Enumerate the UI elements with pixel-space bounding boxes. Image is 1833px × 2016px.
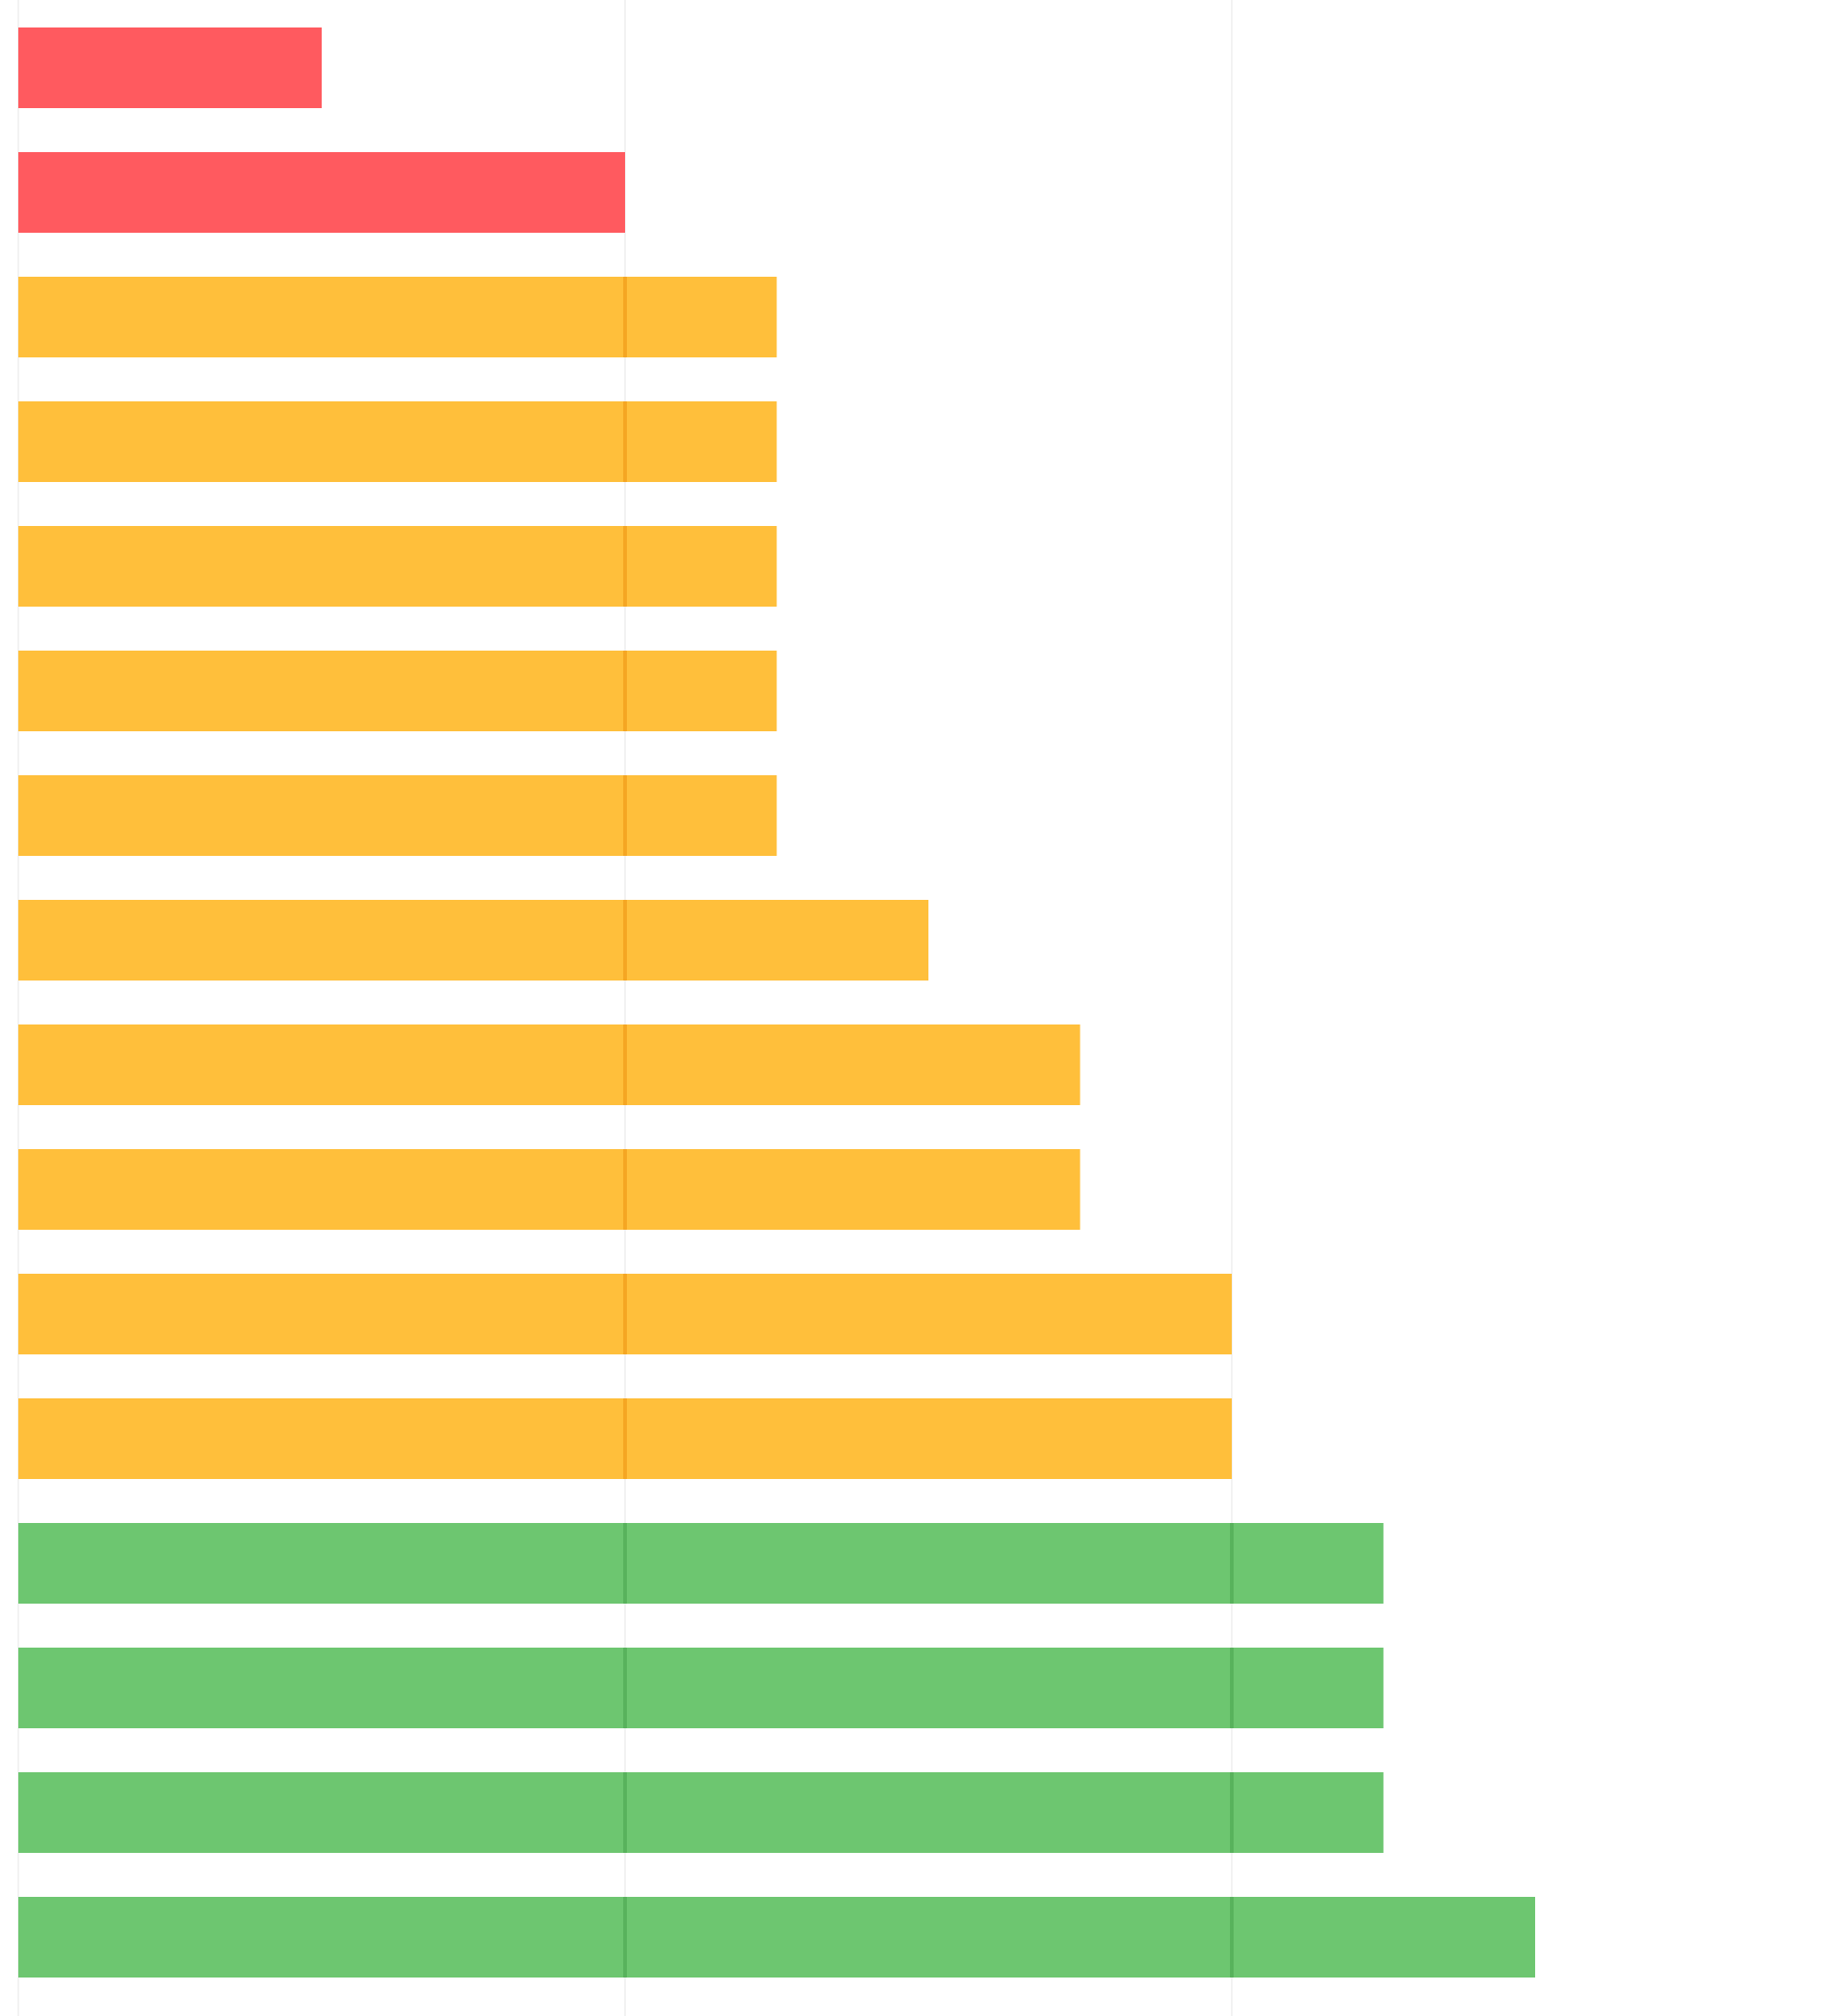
bar-16 [18,1897,1535,1978]
bar-13 [18,1523,1384,1604]
bar-10 [18,1149,1081,1230]
bar-14 [18,1648,1384,1728]
bar-9 [18,1024,1081,1105]
bar-7 [18,775,777,856]
bar-2 [18,152,625,233]
bar-3 [18,277,777,357]
bar-1 [18,27,322,108]
bar-4 [18,401,777,482]
bar-15 [18,1772,1384,1853]
bars [18,27,1535,1978]
bar-5 [18,526,777,607]
bar-8 [18,900,928,981]
bar-6 [18,651,777,731]
